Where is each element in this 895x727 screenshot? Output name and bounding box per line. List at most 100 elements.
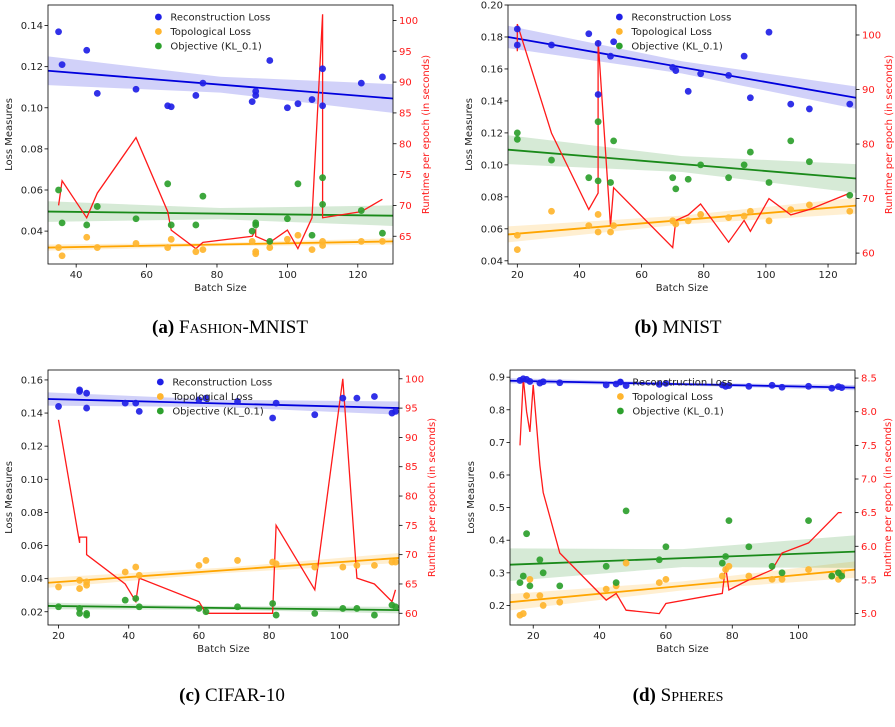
data-point [513, 246, 521, 254]
data-point [725, 71, 733, 79]
data-point [602, 585, 610, 593]
data-point [202, 394, 210, 402]
data-point [655, 380, 663, 388]
data-point [392, 558, 399, 566]
y-tick-label: 0.2 [489, 601, 505, 612]
data-point [294, 231, 302, 239]
y2-tick-label: 8.0 [861, 407, 877, 418]
data-point [838, 572, 846, 580]
plot-frame [507, 4, 857, 265]
y-tick-label: 0.06 [21, 186, 43, 197]
y2-tick-label: 100 [862, 30, 881, 41]
x-tick-label: 80 [697, 270, 710, 281]
legend-marker [156, 407, 164, 415]
data-point [539, 602, 547, 609]
y2-tick-label: 95 [405, 404, 418, 415]
data-point [718, 559, 726, 567]
data-point [167, 235, 175, 243]
data-point [725, 174, 733, 182]
y2-tick-label: 75 [399, 170, 412, 181]
y-axis-label: Loss Measures [4, 461, 15, 534]
caption-name: SPHERES [661, 685, 724, 706]
data-point [76, 585, 83, 592]
data-point [846, 100, 854, 108]
y2-tick-label: 70 [405, 550, 418, 561]
y2-tick-label: 70 [399, 201, 412, 212]
data-point [269, 414, 277, 422]
data-point [746, 207, 754, 215]
data-point [319, 65, 326, 73]
data-point [722, 553, 730, 560]
data-point [192, 248, 200, 256]
data-point [523, 530, 530, 538]
data-point [805, 517, 812, 525]
y-tick-label: 0.02 [21, 607, 43, 618]
data-point [135, 571, 143, 579]
data-point [272, 399, 280, 407]
data-point [353, 605, 361, 612]
data-point [379, 237, 386, 245]
data-point [556, 598, 564, 606]
data-point [846, 191, 854, 199]
y-tick-label: 0.16 [481, 64, 503, 75]
regression-line [508, 204, 856, 236]
legend-marker [155, 28, 162, 35]
data-point [697, 161, 705, 169]
x-tick-label: 20 [527, 631, 540, 642]
data-point [132, 563, 140, 571]
data-point [838, 384, 846, 392]
data-point [58, 252, 66, 260]
data-point [594, 39, 602, 47]
data-point [787, 206, 795, 214]
caption-letter: (d) [633, 685, 661, 706]
y-tick-label: 0.10 [21, 103, 43, 114]
y-tick-label: 0.14 [21, 21, 43, 32]
data-point [294, 100, 302, 108]
legend-marker [155, 13, 162, 21]
data-point [607, 179, 614, 186]
caption-name: FASHION-MNIST [179, 317, 308, 338]
data-point [740, 52, 748, 60]
data-point [308, 96, 316, 103]
data-point [234, 603, 241, 611]
y2-tick-label: 80 [405, 492, 418, 503]
data-point [765, 217, 773, 225]
data-point [523, 592, 530, 600]
data-point [339, 605, 347, 612]
data-point [556, 379, 564, 387]
y2-tick-label: 60 [862, 249, 875, 260]
data-point [585, 30, 593, 38]
legend-marker [617, 407, 624, 415]
data-point [655, 579, 663, 587]
data-point [725, 517, 733, 525]
caption-letter: (c) [179, 685, 205, 706]
x-tick-label: 120 [348, 270, 367, 281]
x-tick-label: 80 [211, 270, 224, 281]
data-point [672, 220, 680, 228]
y-tick-label: 0.06 [21, 541, 43, 552]
data-point [392, 603, 399, 611]
legend-label: Objective (KL_0.1) [172, 407, 264, 418]
legend-label: Reconstruction Loss [170, 13, 270, 24]
data-point [379, 229, 386, 237]
x-axis-label: Batch Size [656, 644, 708, 655]
y-tick-label: 0.8 [489, 405, 505, 416]
data-point [357, 79, 365, 87]
x-tick-label: 40 [70, 270, 83, 281]
data-point [746, 148, 754, 156]
data-point [83, 221, 91, 229]
y-tick-label: 0.12 [21, 442, 43, 453]
legend-label: Reconstruction Loss [632, 378, 732, 389]
data-point [83, 233, 91, 241]
data-point [610, 137, 618, 145]
data-point [132, 595, 140, 602]
data-point [234, 398, 241, 405]
data-point [167, 103, 175, 111]
data-point [536, 556, 544, 564]
data-point [76, 610, 83, 617]
legend-label: Reconstruction Loss [631, 13, 731, 24]
regression-line [510, 379, 855, 389]
data-point [662, 575, 670, 583]
data-point [132, 240, 140, 247]
